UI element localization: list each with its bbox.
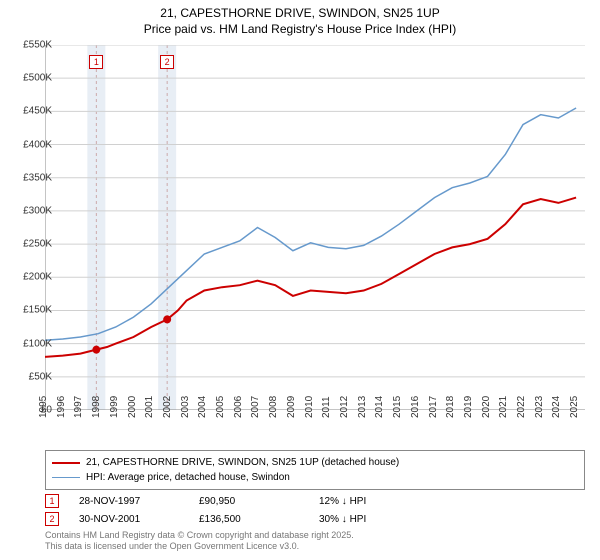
x-tick-label: 2014 bbox=[374, 396, 385, 418]
y-tick-label: £550K bbox=[23, 40, 52, 51]
x-tick-label: 1998 bbox=[91, 396, 102, 418]
y-tick-label: £450K bbox=[23, 106, 52, 117]
chart-marker-box: 2 bbox=[160, 55, 174, 69]
x-tick-label: 1995 bbox=[38, 396, 49, 418]
y-tick-label: £200K bbox=[23, 272, 52, 283]
legend-item-hpi: HPI: Average price, detached house, Swin… bbox=[52, 470, 578, 485]
x-tick-label: 2008 bbox=[268, 396, 279, 418]
x-tick-label: 2005 bbox=[215, 396, 226, 418]
transaction-row: 2 30-NOV-2001 £136,500 30% ↓ HPI bbox=[45, 510, 585, 528]
x-tick-label: 2006 bbox=[233, 396, 244, 418]
y-tick-label: £100K bbox=[23, 338, 52, 349]
title-line-1: 21, CAPESTHORNE DRIVE, SWINDON, SN25 1UP bbox=[0, 6, 600, 22]
legend: 21, CAPESTHORNE DRIVE, SWINDON, SN25 1UP… bbox=[45, 450, 585, 490]
y-tick-label: £300K bbox=[23, 205, 52, 216]
x-tick-label: 2002 bbox=[162, 396, 173, 418]
y-tick-label: £150K bbox=[23, 305, 52, 316]
x-tick-label: 2007 bbox=[250, 396, 261, 418]
legend-swatch bbox=[52, 462, 80, 464]
x-tick-label: 2010 bbox=[303, 396, 314, 418]
x-tick-label: 2017 bbox=[427, 396, 438, 418]
x-tick-label: 1999 bbox=[109, 396, 120, 418]
legend-label: 21, CAPESTHORNE DRIVE, SWINDON, SN25 1UP… bbox=[86, 455, 399, 470]
y-tick-label: £500K bbox=[23, 73, 52, 84]
legend-swatch bbox=[52, 477, 80, 479]
y-tick-label: £400K bbox=[23, 139, 52, 150]
x-tick-label: 2016 bbox=[410, 396, 421, 418]
x-tick-label: 2019 bbox=[463, 396, 474, 418]
transaction-table: 1 28-NOV-1997 £90,950 12% ↓ HPI 2 30-NOV… bbox=[45, 492, 585, 528]
x-tick-label: 2024 bbox=[551, 396, 562, 418]
x-tick-label: 2021 bbox=[498, 396, 509, 418]
y-tick-label: £350K bbox=[23, 172, 52, 183]
x-tick-label: 2015 bbox=[392, 396, 403, 418]
x-tick-label: 2025 bbox=[569, 396, 580, 418]
transaction-change: 12% ↓ HPI bbox=[319, 496, 419, 507]
x-tick-label: 2023 bbox=[534, 396, 545, 418]
x-tick-label: 2018 bbox=[445, 396, 456, 418]
transaction-date: 28-NOV-1997 bbox=[79, 496, 179, 507]
chart-svg bbox=[45, 45, 585, 410]
x-tick-label: 2011 bbox=[322, 396, 333, 418]
x-tick-label: 2009 bbox=[286, 396, 297, 418]
y-tick-label: £250K bbox=[23, 239, 52, 250]
x-tick-label: 2020 bbox=[480, 396, 491, 418]
title-block: 21, CAPESTHORNE DRIVE, SWINDON, SN25 1UP… bbox=[0, 0, 600, 37]
transaction-date: 30-NOV-2001 bbox=[79, 514, 179, 525]
x-tick-label: 2013 bbox=[357, 396, 368, 418]
chart-plot-area bbox=[45, 45, 585, 410]
transaction-price: £90,950 bbox=[199, 496, 299, 507]
legend-item-property: 21, CAPESTHORNE DRIVE, SWINDON, SN25 1UP… bbox=[52, 455, 578, 470]
x-tick-label: 2001 bbox=[144, 396, 155, 418]
x-tick-label: 2012 bbox=[339, 396, 350, 418]
transaction-row: 1 28-NOV-1997 £90,950 12% ↓ HPI bbox=[45, 492, 585, 510]
chart-marker-box: 1 bbox=[89, 55, 103, 69]
y-tick-label: £50K bbox=[29, 371, 52, 382]
legend-label: HPI: Average price, detached house, Swin… bbox=[86, 470, 290, 485]
transaction-marker-box: 2 bbox=[45, 512, 59, 526]
footer-line-2: This data is licensed under the Open Gov… bbox=[45, 541, 354, 552]
transaction-price: £136,500 bbox=[199, 514, 299, 525]
chart-container: 21, CAPESTHORNE DRIVE, SWINDON, SN25 1UP… bbox=[0, 0, 600, 560]
title-line-2: Price paid vs. HM Land Registry's House … bbox=[0, 22, 600, 38]
x-tick-label: 1996 bbox=[56, 396, 67, 418]
transaction-marker-box: 1 bbox=[45, 494, 59, 508]
x-tick-label: 2000 bbox=[126, 396, 137, 418]
x-tick-label: 2003 bbox=[180, 396, 191, 418]
footer-line-1: Contains HM Land Registry data © Crown c… bbox=[45, 530, 354, 541]
x-tick-label: 1997 bbox=[73, 396, 84, 418]
x-tick-label: 2022 bbox=[516, 396, 527, 418]
x-tick-label: 2004 bbox=[197, 396, 208, 418]
footer-attribution: Contains HM Land Registry data © Crown c… bbox=[45, 530, 354, 552]
transaction-change: 30% ↓ HPI bbox=[319, 514, 419, 525]
